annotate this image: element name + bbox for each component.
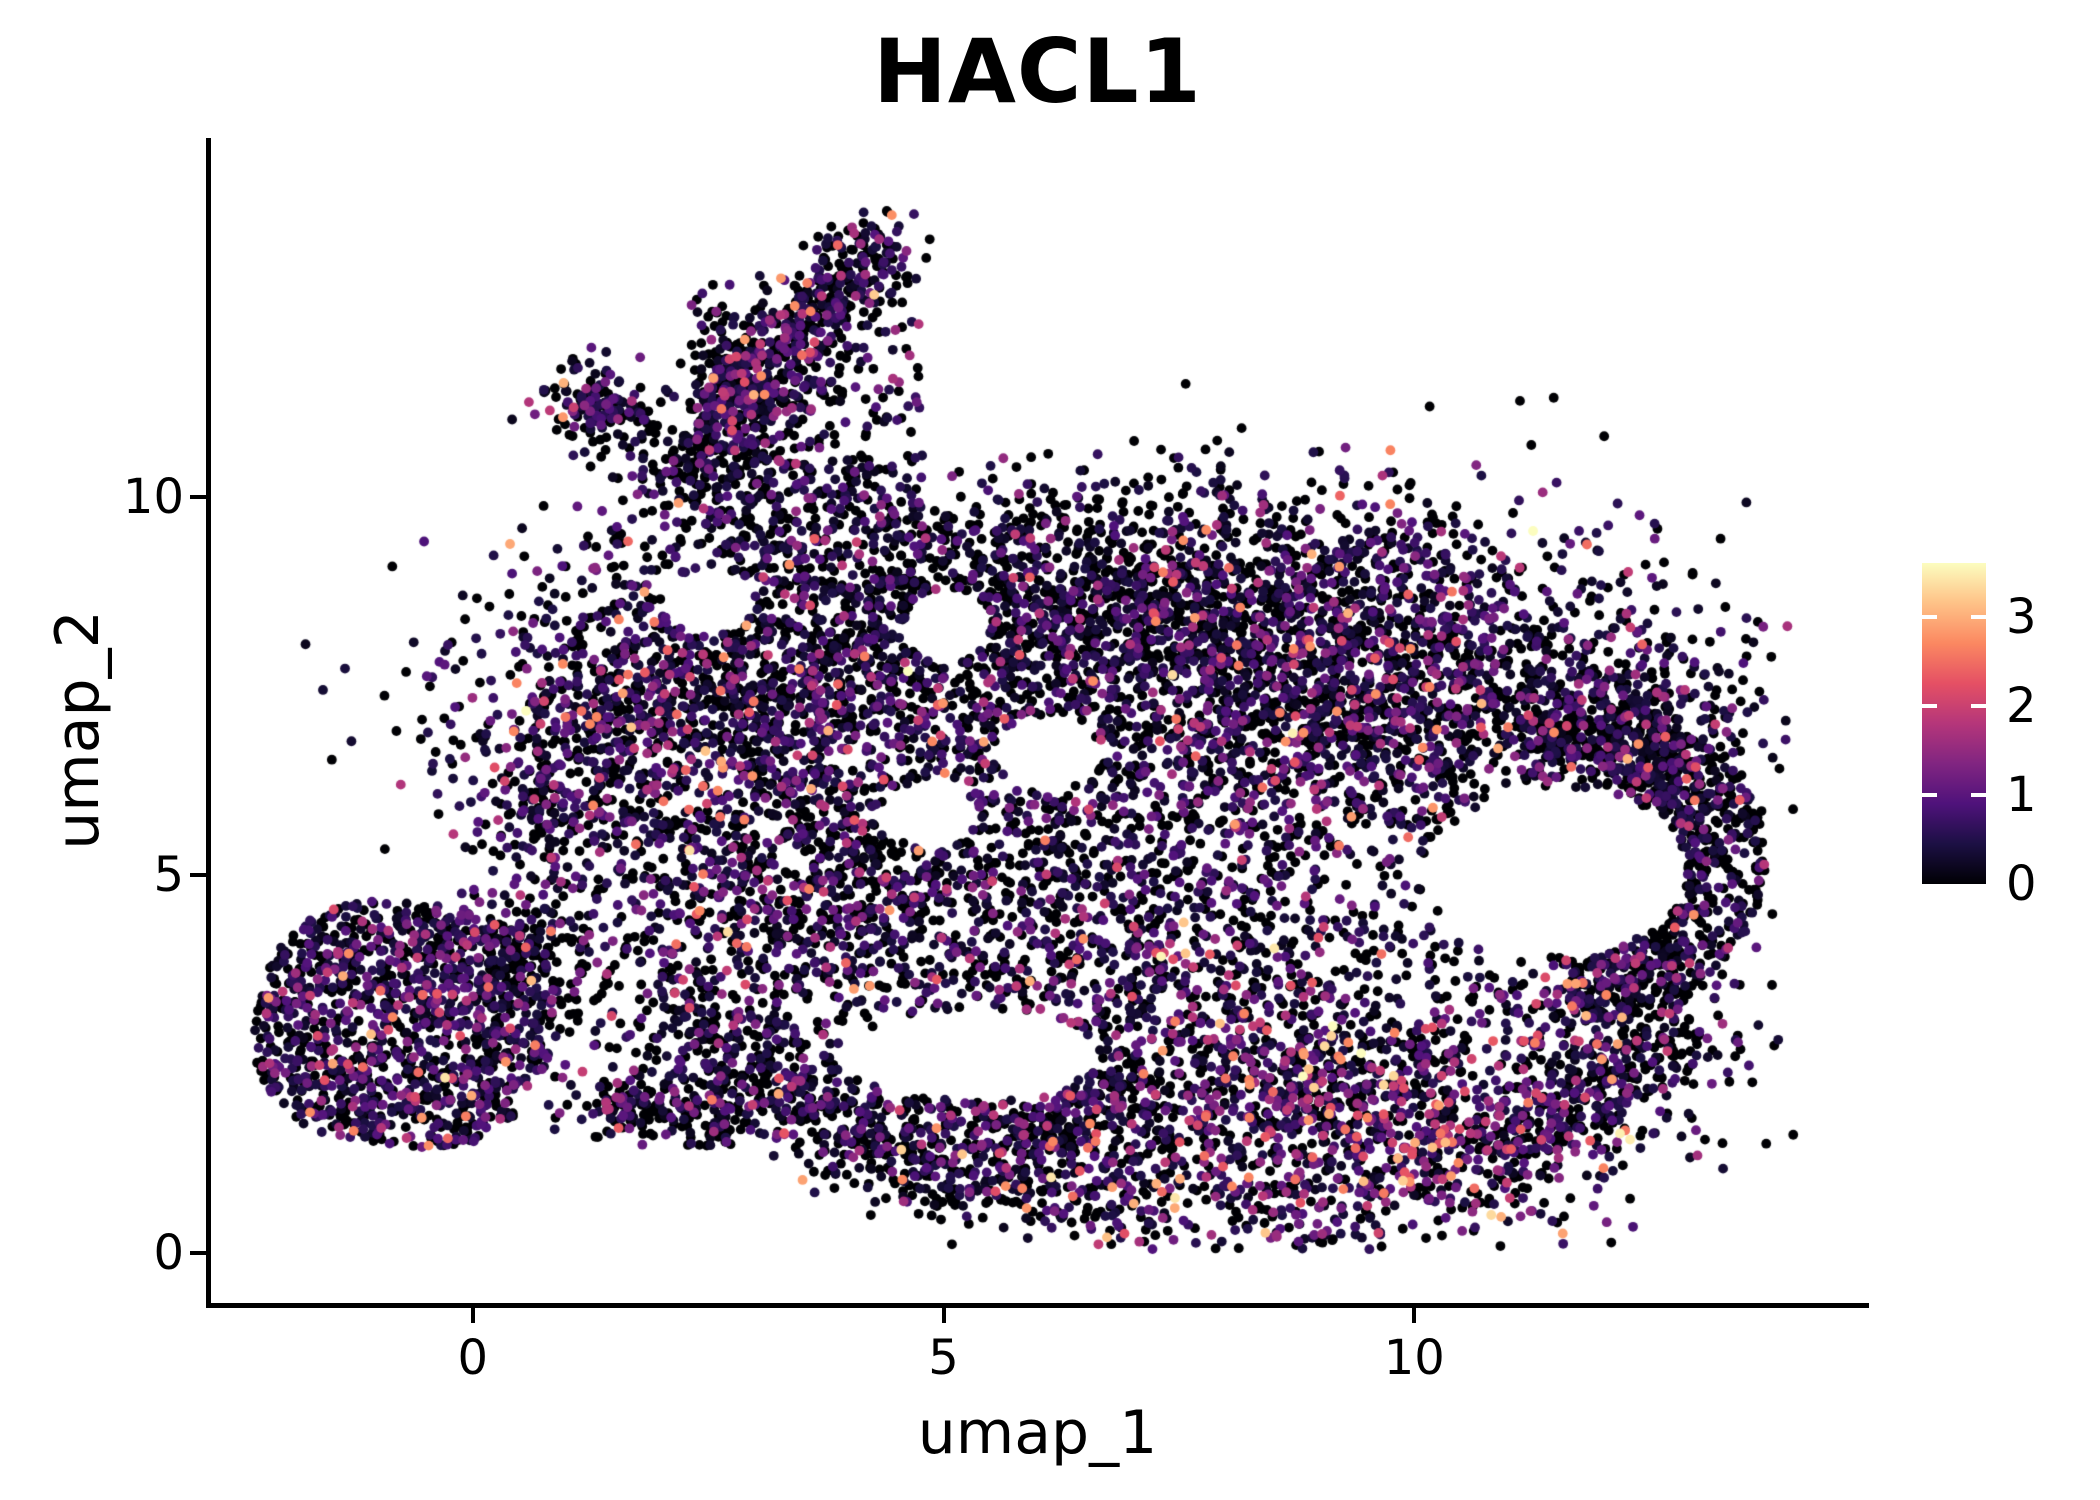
x-axis-line [206, 1303, 1869, 1308]
colorbar-tick-label: 2 [2006, 677, 2037, 734]
colorbar-tick-mark [1922, 792, 1937, 797]
y-axis-label: umap_2 [43, 610, 113, 850]
colorbar-tick-label: 0 [2006, 856, 2037, 912]
y-tick-mark [190, 872, 207, 877]
y-tick-label: 10 [122, 468, 184, 525]
colorbar-gradient [1922, 563, 1986, 884]
y-axis-line [206, 138, 211, 1308]
colorbar [1922, 563, 1986, 884]
x-tick-label: 10 [1383, 1330, 1445, 1386]
x-tick-label: 5 [928, 1330, 959, 1386]
x-tick-mark [941, 1306, 946, 1323]
y-tick-mark [190, 1251, 207, 1255]
y-tick-label: 0 [153, 1225, 184, 1281]
colorbar-tick-mark [1971, 792, 1986, 797]
plot-title: HACL1 [873, 20, 1202, 123]
y-tick-label: 5 [153, 846, 184, 903]
x-tick-mark [1412, 1306, 1417, 1323]
colorbar-tick-mark [1922, 614, 1937, 619]
colorbar-tick-label: 1 [2006, 766, 2037, 823]
colorbar-tick-label: 3 [2006, 588, 2037, 645]
colorbar-tick-mark [1922, 703, 1937, 708]
x-tick-mark [470, 1306, 475, 1323]
x-axis-label: umap_1 [917, 1398, 1158, 1468]
x-tick-label: 0 [457, 1330, 489, 1386]
colorbar-tick-mark [1971, 614, 1986, 619]
y-tick-mark [190, 494, 207, 499]
colorbar-tick-mark [1971, 703, 1986, 708]
